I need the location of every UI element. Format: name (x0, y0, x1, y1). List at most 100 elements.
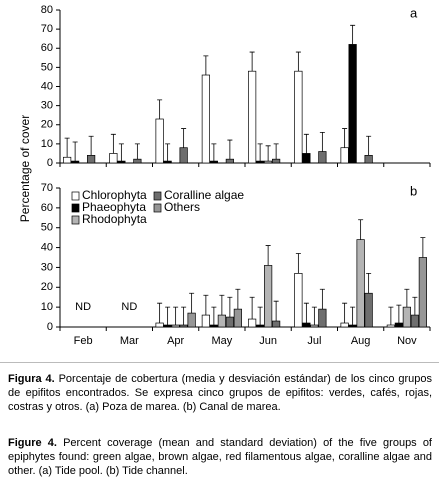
error-bar (295, 51, 301, 72)
error-bar (249, 51, 255, 72)
error-bar (249, 296, 255, 320)
bar (272, 158, 281, 164)
error-bar (303, 133, 309, 154)
error-bar (181, 306, 187, 326)
bar (179, 324, 188, 328)
bar (394, 322, 403, 328)
caption: Figure 4. Percent coverage (mean and sta… (8, 436, 432, 478)
bar (310, 324, 319, 328)
error-bar (265, 245, 271, 266)
bar (348, 44, 357, 164)
legend-swatch (71, 215, 80, 225)
bar (71, 160, 80, 164)
bar (87, 155, 96, 164)
bar (386, 324, 395, 328)
y-tick-label: 60 (41, 42, 53, 54)
legend-swatch (71, 191, 80, 201)
y-tick-label: 70 (41, 23, 53, 35)
y-tick-label: 60 (41, 202, 53, 214)
error-bar (88, 135, 94, 156)
bar (348, 324, 357, 328)
x-tick-label: Aug (351, 335, 371, 347)
error-bar (342, 128, 348, 148)
y-tick-label: 50 (41, 61, 53, 73)
error-bar (404, 288, 410, 308)
bar (294, 273, 303, 328)
legend-label: Coralline algae (164, 188, 244, 202)
y-tick-label: 40 (41, 241, 53, 253)
bar (133, 158, 142, 164)
error-bar (273, 143, 279, 160)
error-bar (165, 306, 171, 326)
error-bar (235, 288, 241, 310)
error-bar (227, 296, 233, 318)
error-bar (295, 253, 301, 274)
legend-label: Phaeophyta (82, 200, 146, 214)
error-bar (64, 137, 70, 158)
y-tick-label: 20 (41, 119, 53, 131)
y-tick-label: 50 (41, 222, 53, 234)
bar (225, 158, 234, 164)
error-bar (396, 304, 402, 324)
error-bar (110, 133, 116, 154)
x-tick-label: Feb (74, 335, 93, 347)
chart: 0 10 20 30 40 50 60 70 80 a Percentage of cover 0 10… (18, 4, 431, 347)
y-tick-label: 0 (47, 321, 53, 333)
error-bar (319, 288, 325, 310)
y-tick-label: 10 (41, 301, 53, 313)
bar (410, 314, 419, 328)
caption-text: Porcentaje de cobertura (media y desviac… (8, 373, 433, 413)
caption-label: Figura 4. (8, 373, 55, 385)
bar (418, 257, 427, 328)
error-bar (257, 143, 263, 162)
legend-label: Chlorophyta (82, 188, 147, 202)
error-bar (134, 143, 140, 160)
error-bar (203, 294, 209, 316)
bar (302, 322, 311, 328)
bar (109, 153, 118, 164)
x-tick-label: Mar (120, 335, 139, 347)
bar (256, 160, 265, 164)
x-tick-label: Jun (259, 335, 277, 347)
bar (63, 156, 72, 164)
bar (248, 70, 257, 164)
bar (155, 118, 164, 164)
bar (209, 160, 218, 164)
error-bar (319, 132, 325, 152)
bar (364, 292, 373, 328)
legend-swatch (71, 203, 80, 213)
caption-label: Figure 4. (8, 437, 57, 449)
bar (209, 324, 218, 328)
bar (294, 70, 303, 164)
x-tick-label: May (211, 335, 232, 347)
error-bar (420, 237, 426, 258)
bar (318, 308, 327, 328)
bar (356, 239, 365, 328)
annotation: ND (121, 301, 137, 313)
error-bar (412, 296, 418, 316)
x-tick-label: Nov (397, 335, 417, 347)
error-bar (211, 306, 217, 326)
bar (264, 265, 273, 328)
error-bar (342, 302, 348, 324)
y-tick-label: 30 (41, 261, 53, 273)
bar (187, 312, 196, 328)
bar (248, 318, 257, 328)
bar (256, 324, 265, 328)
bar (233, 308, 242, 328)
error-bar (358, 219, 364, 240)
error-bar (211, 143, 217, 162)
error-bar (350, 24, 356, 45)
bar (318, 151, 327, 164)
error-bar (366, 135, 372, 156)
y-tick-label: 80 (41, 4, 53, 16)
bar (364, 155, 373, 164)
panel-label: a (410, 5, 418, 20)
y-tick-label: 70 (41, 182, 53, 194)
bar (302, 153, 311, 164)
legend-label: Rhodophyta (82, 212, 147, 226)
error-bar (157, 302, 163, 324)
bar (340, 322, 349, 328)
error-bar (173, 306, 179, 326)
